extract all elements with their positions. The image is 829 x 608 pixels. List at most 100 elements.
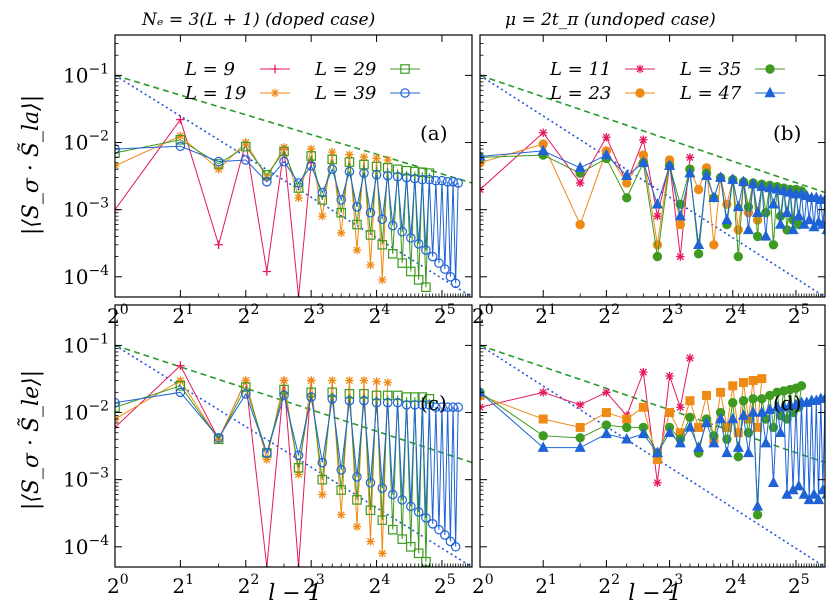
series-point-9	[327, 394, 338, 404]
series-point-12	[708, 191, 720, 203]
x-tick-label: 22	[238, 572, 260, 598]
series-point-25	[771, 183, 783, 194]
series-point-4	[622, 178, 632, 188]
series-point-4	[262, 267, 272, 276]
series-line	[115, 139, 430, 288]
series-point-2	[575, 422, 585, 432]
series-point-12	[708, 436, 720, 448]
series-point-25	[417, 400, 428, 410]
reference-line-dotted	[480, 74, 825, 297]
series-point-16	[732, 200, 744, 212]
series-point-4	[262, 170, 272, 180]
y-tick-label: 10−4	[63, 533, 109, 559]
series-line	[480, 131, 691, 257]
series-point-5	[639, 135, 648, 144]
series-point-10	[693, 238, 705, 249]
series-point-3	[240, 389, 251, 399]
series-39	[115, 141, 463, 289]
reference-line-dashed	[115, 344, 472, 464]
legend-label: L = 11	[549, 59, 611, 80]
x-tick-label: 20	[472, 302, 494, 328]
legend-label: L = 35	[679, 59, 741, 80]
series-point-15	[728, 398, 738, 408]
series-point-13	[359, 389, 369, 399]
series-point-27	[424, 174, 435, 185]
series-point-9	[327, 164, 338, 175]
x-tick-label: 24	[369, 302, 391, 328]
series-point-29	[431, 402, 441, 413]
axes-frame	[479, 304, 826, 568]
series-point-11	[345, 150, 354, 159]
series-point-34	[798, 488, 810, 499]
series-point-5	[279, 376, 289, 385]
series-point-15	[371, 390, 382, 401]
x-tick-label: 21	[172, 302, 194, 328]
series-point-15	[372, 377, 381, 386]
ylabel-bottom: |⟨S_σ · S̃_le⟩|	[18, 370, 44, 510]
panel-b: 20 21 22 23 24 25 (b) L = 11 L = 23 L = 35 L = 47	[472, 34, 826, 328]
series-point-2	[574, 441, 586, 452]
series-point-17	[382, 390, 393, 401]
series-point-28	[427, 251, 438, 262]
series-point-1	[175, 381, 186, 391]
series-point-27	[778, 184, 790, 196]
series-point-13	[715, 171, 727, 182]
series-point-19	[748, 394, 758, 404]
series-point-10	[336, 207, 347, 218]
series-point-7	[664, 426, 676, 437]
series-point-1	[175, 141, 186, 152]
series-point-13	[715, 412, 727, 424]
series-point-16	[733, 251, 744, 262]
series-point-4	[622, 422, 632, 433]
series-point-22	[406, 266, 416, 277]
series-point-3	[241, 376, 250, 385]
series-point-4	[262, 455, 272, 464]
legend-label: L = 47	[679, 83, 742, 104]
x-tick-label: 22	[598, 572, 620, 598]
series-point-14	[365, 477, 376, 488]
series-point-14	[721, 446, 733, 458]
series-point-26	[774, 218, 787, 229]
series-point-13	[359, 376, 369, 385]
series-point-5	[279, 156, 289, 167]
series-point-10	[694, 422, 704, 432]
series-point-22	[760, 230, 772, 241]
x-tick-label: 21	[172, 572, 194, 598]
x-tick-label: 20	[107, 572, 129, 598]
x-tick-label: 23	[303, 302, 325, 328]
series-point-6	[652, 240, 663, 250]
series-point-30	[787, 223, 799, 235]
series-point-17	[383, 378, 392, 387]
series-point-9	[685, 153, 695, 162]
series-point-1	[176, 376, 185, 385]
series-point-1	[537, 441, 549, 452]
y-tick-label: 10−1	[63, 61, 109, 87]
series-line	[480, 357, 691, 483]
series-line	[115, 118, 312, 297]
series-point-14	[365, 230, 376, 240]
x-tick-label: 25	[788, 302, 810, 328]
series-point-23	[764, 181, 776, 193]
series-point-8	[676, 252, 685, 261]
series-point-19	[747, 406, 759, 417]
series-point-6	[294, 193, 303, 203]
panel-label: (b)	[773, 121, 801, 145]
series-point-4	[622, 193, 632, 203]
series-point-24	[413, 507, 424, 517]
x-tick-label: 25	[788, 572, 810, 598]
series-point-17	[739, 378, 749, 388]
series-point-27	[424, 394, 435, 404]
series-point-2	[214, 165, 223, 174]
axes-frame	[479, 34, 826, 298]
series-point-11	[701, 169, 713, 180]
series-line	[115, 364, 312, 567]
series-point-18	[387, 220, 398, 231]
series-point-42	[817, 483, 825, 495]
series-point-16	[733, 451, 744, 462]
series-point-24	[767, 198, 779, 209]
series-point-28	[427, 519, 438, 529]
series-point-4	[262, 448, 272, 458]
series-point-14	[721, 213, 733, 225]
series-point-11	[344, 166, 355, 177]
series-point-31	[437, 175, 447, 186]
